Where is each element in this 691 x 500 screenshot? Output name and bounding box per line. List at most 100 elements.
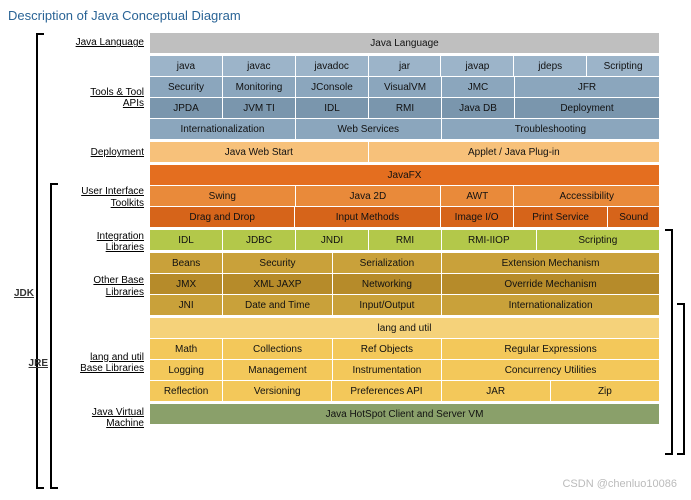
row-label-otherbase: Other Base Libraries: [70, 255, 144, 318]
cell: Sound: [608, 207, 659, 227]
cell: java: [150, 56, 222, 76]
cell: JPDA: [150, 98, 222, 118]
cell: JNDI: [296, 230, 368, 250]
cell: javadoc: [296, 56, 368, 76]
cell: Java 2D: [296, 186, 441, 206]
section-integration: IDLJDBCJNDIRMIRMI-IIOPScripting: [150, 230, 659, 250]
cell: Java Language: [150, 33, 659, 53]
grid-row: BeansSecuritySerializationExtension Mech…: [150, 253, 659, 273]
cell: Math: [150, 339, 222, 359]
cell: Zip: [551, 381, 659, 401]
grid-row: Java Web StartApplet / Java Plug-in: [150, 142, 659, 162]
cell: Troubleshooting: [442, 119, 659, 139]
grid-row: SecurityMonitoringJConsoleVisualVMJMCJFR: [150, 77, 659, 97]
bracket-label-jdk: JDK: [14, 288, 34, 299]
grid-row: Java Language: [150, 33, 659, 53]
cell: Serialization: [333, 253, 441, 273]
cell: Internationalization: [150, 119, 295, 139]
cell: XML JAXP: [223, 274, 331, 294]
cell: javap: [441, 56, 513, 76]
row-label-langutil: lang and util Base Libraries: [70, 321, 144, 405]
grid-row: lang and util: [150, 318, 659, 338]
section-uitoolkits: JavaFXSwingJava 2DAWTAccessibilityDrag a…: [150, 165, 659, 227]
cell: Java Web Start: [150, 142, 368, 162]
cell: Date and Time: [223, 295, 331, 315]
row-label-tools: Tools & Tool APIs: [70, 56, 144, 140]
cell: Instrumentation: [333, 360, 441, 380]
cell: AWT: [441, 186, 513, 206]
grid-row: IDLJDBCJNDIRMIRMI-IIOPScripting: [150, 230, 659, 250]
cell: Java HotSpot Client and Server VM: [150, 404, 659, 424]
cell: Input Methods: [295, 207, 439, 227]
cell: JAR: [442, 381, 550, 401]
grid-row: JPDAJVM TIIDLRMIJava DBDeployment: [150, 98, 659, 118]
row-label-javalang: Java Language: [70, 33, 144, 53]
cell: Input/Output: [333, 295, 441, 315]
cell: Versioning: [223, 381, 331, 401]
watermark: CSDN @chenluo10086: [562, 478, 677, 490]
cell: JMC: [442, 77, 514, 97]
cell: RMI-IIOP: [442, 230, 536, 250]
section-javalang: Java Language: [150, 33, 659, 53]
cell: Drag and Drop: [150, 207, 294, 227]
cell: Preferences API: [332, 381, 440, 401]
section-langutil: lang and utilMathCollectionsRef ObjectsR…: [150, 318, 659, 401]
cell: Scripting: [587, 56, 659, 76]
cell: Collections: [223, 339, 331, 359]
cell: Image I/O: [441, 207, 513, 227]
cell: lang and util: [150, 318, 659, 338]
grid-row: LoggingManagementInstrumentationConcurre…: [150, 360, 659, 380]
cell: RMI: [369, 230, 441, 250]
right-brackets: Java SEAPI CompactProfiles: [663, 33, 683, 491]
cell: jar: [369, 56, 441, 76]
grid-row: SwingJava 2DAWTAccessibility: [150, 186, 659, 206]
cell: Accessibility: [514, 186, 659, 206]
cell: JDBC: [223, 230, 295, 250]
grid-row: MathCollectionsRef ObjectsRegular Expres…: [150, 339, 659, 359]
diagram-layout: JDK JRE Java Language Tools & Tool APIs De…: [8, 33, 683, 491]
cell: IDL: [296, 98, 368, 118]
cell: Regular Expressions: [442, 339, 659, 359]
section-otherbase: BeansSecuritySerializationExtension Mech…: [150, 253, 659, 315]
diagram-grid: Java Language javajavacjavadocjarjavapjde…: [150, 33, 659, 427]
cell: Security: [150, 77, 222, 97]
cell: Reflection: [150, 381, 222, 401]
cell: Print Service: [514, 207, 608, 227]
cell: Internationalization: [442, 295, 659, 315]
left-brackets: JDK JRE: [36, 33, 70, 491]
section-jvm: Java HotSpot Client and Server VM: [150, 404, 659, 424]
cell: JConsole: [296, 77, 368, 97]
bracket-javase: [665, 229, 673, 455]
grid-row: Java HotSpot Client and Server VM: [150, 404, 659, 424]
cell: Monitoring: [223, 77, 295, 97]
cell: Management: [223, 360, 331, 380]
cell: jdeps: [514, 56, 586, 76]
cell: Extension Mechanism: [442, 253, 659, 273]
cell: Security: [223, 253, 331, 273]
row-labels-column: Java Language Tools & Tool APIs Deployment…: [70, 33, 150, 431]
row-label-deployment: Deployment: [70, 143, 144, 163]
cell: Applet / Java Plug-in: [369, 142, 659, 162]
cell: JMX: [150, 274, 222, 294]
cell: JavaFX: [150, 165, 659, 185]
cell: IDL: [150, 230, 222, 250]
grid-row: JMXXML JAXPNetworkingOverride Mechanism: [150, 274, 659, 294]
cell: Override Mechanism: [442, 274, 659, 294]
row-label-jvm: Java Virtual Machine: [70, 408, 144, 428]
cell: Logging: [150, 360, 222, 380]
cell: JNI: [150, 295, 222, 315]
cell: Swing: [150, 186, 295, 206]
cell: VisualVM: [369, 77, 441, 97]
page-title: Description of Java Conceptual Diagram: [8, 8, 683, 23]
cell: Concurrency Utilities: [442, 360, 659, 380]
cell: Ref Objects: [333, 339, 441, 359]
section-tools: javajavacjavadocjarjavapjdepsScriptingSe…: [150, 56, 659, 139]
cell: javac: [223, 56, 295, 76]
grid-row: InternationalizationWeb ServicesTroubles…: [150, 119, 659, 139]
cell: RMI: [369, 98, 441, 118]
grid-row: javajavacjavadocjarjavapjdepsScripting: [150, 56, 659, 76]
bracket-jdk: [36, 33, 44, 489]
row-label-uitoolkits: User Interface Toolkits: [70, 166, 144, 229]
row-label-integration: Integration Libraries: [70, 232, 144, 252]
cell: Beans: [150, 253, 222, 273]
